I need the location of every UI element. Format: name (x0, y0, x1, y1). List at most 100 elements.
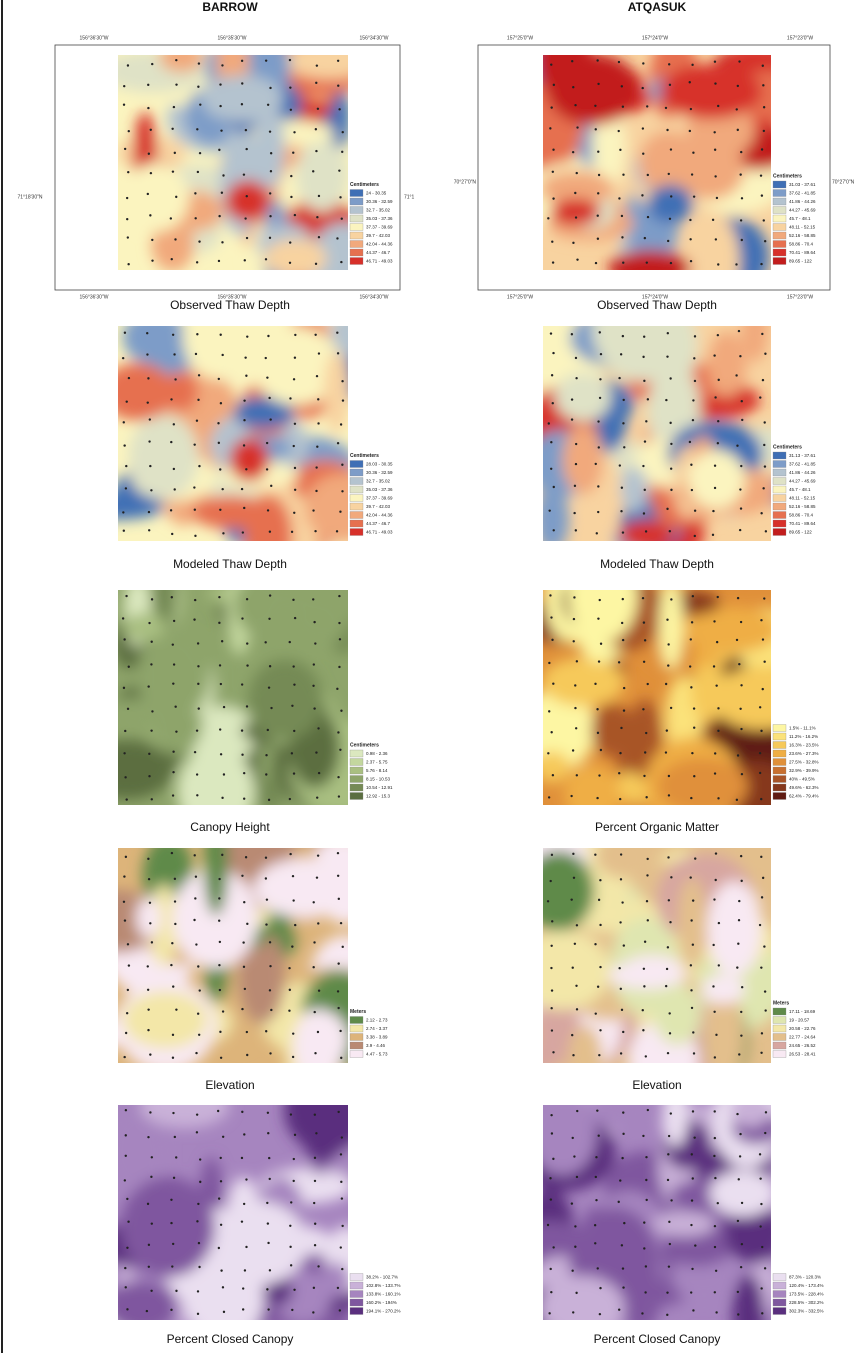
sample-point (318, 990, 320, 992)
legend-label: 1.5% - 11.1% (789, 725, 816, 730)
legend-swatch (350, 767, 363, 774)
sample-point (689, 219, 691, 221)
sample-point (197, 665, 199, 667)
sample-point (312, 1311, 314, 1313)
sample-point (619, 921, 621, 923)
sample-point (642, 597, 644, 599)
sample-point (241, 729, 243, 731)
sample-point (246, 642, 248, 644)
sample-point (265, 357, 267, 359)
sample-point (597, 151, 599, 153)
sample-point (643, 968, 645, 970)
map-blob (80, 740, 174, 799)
sample-point (294, 924, 296, 926)
sample-point (245, 1246, 247, 1248)
sample-point (759, 396, 761, 398)
sample-point (290, 1113, 292, 1115)
sample-point (269, 594, 271, 596)
sample-point (170, 1222, 172, 1224)
sample-point (759, 1177, 761, 1179)
sample-point (551, 1132, 553, 1134)
sample-point (691, 1199, 693, 1201)
sample-point (618, 377, 620, 379)
sample-point (194, 217, 196, 219)
sample-point (669, 422, 671, 424)
sample-point (644, 1291, 646, 1293)
sample-point (223, 706, 225, 708)
sample-point (173, 353, 175, 355)
legend-swatch (773, 529, 786, 536)
sample-point (269, 192, 271, 194)
sample-point (668, 794, 670, 796)
legend-swatch (350, 503, 363, 510)
sample-point (241, 1157, 243, 1159)
sample-point (150, 1290, 152, 1292)
legend-swatch (350, 207, 363, 214)
legend-swatch (350, 793, 363, 800)
sample-point (317, 1031, 319, 1033)
sample-point (219, 468, 221, 470)
sample-point (548, 796, 550, 798)
legend-swatch (773, 733, 786, 740)
sample-point (692, 1309, 694, 1311)
sample-point (218, 215, 220, 217)
sample-point (127, 989, 129, 991)
sample-point (667, 946, 669, 948)
sample-point (597, 511, 599, 513)
map-blob (687, 213, 740, 310)
sample-point (219, 664, 221, 666)
sample-point (552, 261, 554, 263)
sample-point (150, 129, 152, 131)
sample-point (694, 510, 696, 512)
sample-point (717, 334, 719, 336)
page: BARROW156°36'30"W156°35'30"W156°34'30"W1… (0, 0, 865, 1353)
legend-swatch (773, 1042, 786, 1049)
sample-point (244, 259, 246, 261)
sample-point (270, 170, 272, 172)
sample-point (570, 898, 572, 900)
legend-label: 228.5% - 302.2% (789, 1300, 824, 1305)
sample-point (197, 965, 199, 967)
sample-point (761, 194, 763, 196)
sample-point (715, 879, 717, 881)
sample-point (574, 192, 576, 194)
sample-point (599, 1287, 601, 1289)
sample-point (666, 1314, 668, 1316)
sample-point (760, 512, 762, 514)
sample-point (314, 1011, 316, 1013)
sample-point (196, 420, 198, 422)
sample-point (147, 965, 149, 967)
sample-point (246, 335, 248, 337)
sample-point (195, 943, 197, 945)
sample-point (174, 1136, 176, 1138)
legend-swatch (773, 224, 786, 231)
sample-point (148, 775, 150, 777)
sample-point (760, 1287, 762, 1289)
sample-point (337, 731, 339, 733)
sample-point (693, 727, 695, 729)
legend-label: 31.13 - 37.61 (789, 453, 816, 458)
sample-point (125, 1155, 127, 1157)
sample-point (622, 106, 624, 108)
sample-point (245, 148, 247, 150)
sample-point (739, 355, 741, 357)
sample-point (576, 1008, 578, 1010)
sample-point (336, 332, 338, 334)
sample-point (218, 149, 220, 151)
map-blob (547, 53, 640, 125)
sample-point (193, 618, 195, 620)
sample-point (266, 1288, 268, 1290)
map-caption: Elevation (632, 1078, 681, 1092)
legend-swatch (350, 1299, 363, 1306)
sample-point (269, 215, 271, 217)
sample-point (147, 858, 149, 860)
sample-point (714, 396, 716, 398)
map-blob (264, 239, 327, 278)
legend-title: Centimeters (350, 453, 379, 459)
sample-point (693, 775, 695, 777)
legend-label: 173.5% - 228.4% (789, 1291, 824, 1296)
sample-point (218, 964, 220, 966)
legend-swatch (773, 1274, 786, 1281)
legend-label: 44.27 - 45.69 (789, 478, 816, 483)
sample-point (127, 236, 129, 238)
